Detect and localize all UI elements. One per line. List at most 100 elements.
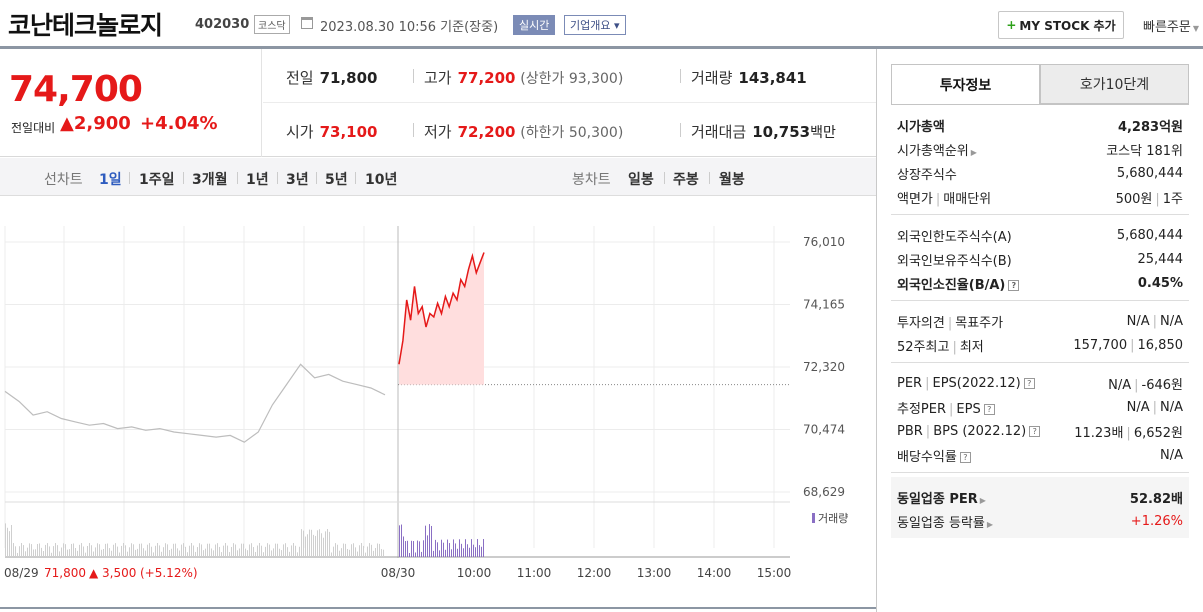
- volume-bar: [9, 531, 10, 557]
- help-icon[interactable]: ?: [983, 403, 995, 415]
- x-tick-label: 08/30: [381, 566, 416, 580]
- volume-bar: [451, 549, 452, 557]
- candle-chart-label: 봉차트: [572, 172, 611, 188]
- volume-bar: [455, 543, 456, 557]
- intraday-chart: 76,010 74,165 72,320 70,474 68,629 08/30 10:0…: [0, 196, 876, 612]
- company-info-dropdown[interactable]: 기업개요 ▾: [564, 15, 626, 35]
- volume-bar: [305, 536, 306, 557]
- volume-bar: [79, 544, 80, 557]
- help-icon[interactable]: ?: [959, 451, 971, 463]
- volume-bar: [473, 544, 474, 557]
- tab-period-1d[interactable]: 1일: [99, 172, 122, 188]
- volume-bar: [57, 545, 58, 557]
- tab-candle-day[interactable]: 일봉: [628, 172, 654, 188]
- volume-bar: [197, 547, 198, 557]
- volume-bar: [165, 543, 166, 557]
- volume-bar: [469, 547, 470, 557]
- volume-bar: [465, 539, 466, 557]
- volume-bar: [37, 543, 38, 557]
- realtime-button[interactable]: 실시간: [513, 15, 556, 35]
- volume-bar: [63, 543, 64, 557]
- tab-period-3m[interactable]: 3개월: [192, 172, 228, 188]
- volume-bar: [375, 548, 376, 557]
- volume-bar: [131, 543, 132, 557]
- y-tick-label: 72,320: [803, 360, 845, 374]
- info-tabs: 투자정보 호가10단계: [891, 64, 1189, 104]
- volume-bar: [91, 545, 92, 557]
- volume-bar: [233, 543, 234, 557]
- volume-bar: [439, 550, 440, 557]
- volume-bar: [359, 545, 360, 557]
- tab-period-10y[interactable]: 10년: [365, 172, 398, 188]
- volume-bar: [427, 535, 428, 557]
- tab-order-book[interactable]: 호가10단계: [1040, 64, 1189, 104]
- volume-bar: [159, 545, 160, 557]
- volume-legend: 거래량: [818, 512, 848, 525]
- volume-bar: [343, 543, 344, 557]
- volume-bar: [25, 551, 26, 557]
- tab-investment-info[interactable]: 투자정보: [891, 64, 1040, 104]
- opinion-group: 투자의견 | 목표주가 N/A | N/A 52주최고 | 최저 157,700 | 16,850: [891, 301, 1189, 363]
- volume-bar: [201, 544, 202, 557]
- help-icon[interactable]: ?: [1008, 279, 1020, 291]
- volume-bar: [347, 548, 348, 557]
- tab-candle-week[interactable]: 주봉: [673, 172, 699, 188]
- volume-bar: [443, 542, 444, 557]
- volume-bar: [283, 544, 284, 557]
- volume-bar: [23, 545, 24, 557]
- volume-bar: [263, 552, 264, 557]
- info-table: 시가총액 4,283억원 시가총액순위 ▶ 코스닥 181위 상장주식수 5,680,4…: [891, 104, 1189, 538]
- volume-bar: [203, 550, 204, 557]
- volume-bar: [191, 543, 192, 557]
- prev-close: 전일 71,800: [286, 69, 378, 87]
- volume-bar: [331, 552, 332, 557]
- y-tick-label: 76,010: [803, 235, 845, 249]
- volume-bar: [49, 546, 50, 557]
- foreign-group: 외국인한도주식수(A) 5,680,444 외국인보유주식수(B) 25,444 외…: [891, 215, 1189, 301]
- volume-bar: [365, 552, 366, 557]
- volume-bar: [135, 549, 136, 557]
- tab-period-5y[interactable]: 5년: [325, 172, 348, 188]
- help-icon[interactable]: ?: [1029, 425, 1041, 437]
- tab-candle-month[interactable]: 월봉: [719, 172, 745, 188]
- volume-bar: [155, 545, 156, 557]
- volume-bar: [313, 534, 314, 557]
- volume-bar: [441, 539, 442, 557]
- volume-bar: [279, 548, 280, 557]
- stock-code: 402030: [195, 17, 250, 32]
- volume-bar: [127, 551, 128, 557]
- volume-bar: [67, 549, 68, 557]
- info-row: 액면가 | 매매단위 500원 | 1주: [897, 191, 1183, 207]
- help-icon[interactable]: ?: [1023, 377, 1035, 389]
- volume-bar: [107, 543, 108, 557]
- volume-bar: [95, 547, 96, 557]
- volume-bar: [323, 537, 324, 557]
- volume-bar: [213, 550, 214, 557]
- volume-bar: [377, 543, 378, 557]
- volume-bar: [253, 547, 254, 557]
- stock-header: 코난테크놀로지 402030 코스닥 2023.08.30 10:56 기준(장…: [0, 0, 1203, 46]
- volume-bar: [281, 550, 282, 557]
- volume-bar: [287, 547, 288, 557]
- volume-bar: [461, 543, 462, 557]
- volume-bar: [207, 543, 208, 557]
- volume-bar: [187, 552, 188, 557]
- tab-period-1y[interactable]: 1년: [246, 172, 269, 188]
- mystock-add-button[interactable]: + MY STOCK 추가: [998, 11, 1124, 39]
- volume-bar: [33, 549, 34, 557]
- volume-bar: [205, 548, 206, 557]
- quick-order-button[interactable]: 빠른주문 ▼: [1143, 20, 1199, 35]
- volume-bar: [221, 552, 222, 557]
- tab-period-1w[interactable]: 1주일: [139, 172, 175, 188]
- volume-bar: [431, 525, 432, 557]
- volume-bar: [447, 539, 448, 557]
- tab-period-3y[interactable]: 3년: [286, 172, 309, 188]
- volume-bar: [15, 546, 16, 557]
- volume-bar: [259, 543, 260, 557]
- volume-bar: [361, 543, 362, 557]
- caret-right-icon: ▶: [986, 519, 994, 529]
- volume-bar: [97, 543, 98, 557]
- volume-bar: [419, 541, 420, 557]
- investment-info-panel: 투자정보 호가10단계 시가총액 4,283억원 시가총액순위 ▶ 코스닥 181위 …: [876, 49, 1203, 612]
- quote-datetime: 2023.08.30 10:56 기준(장중): [320, 20, 499, 35]
